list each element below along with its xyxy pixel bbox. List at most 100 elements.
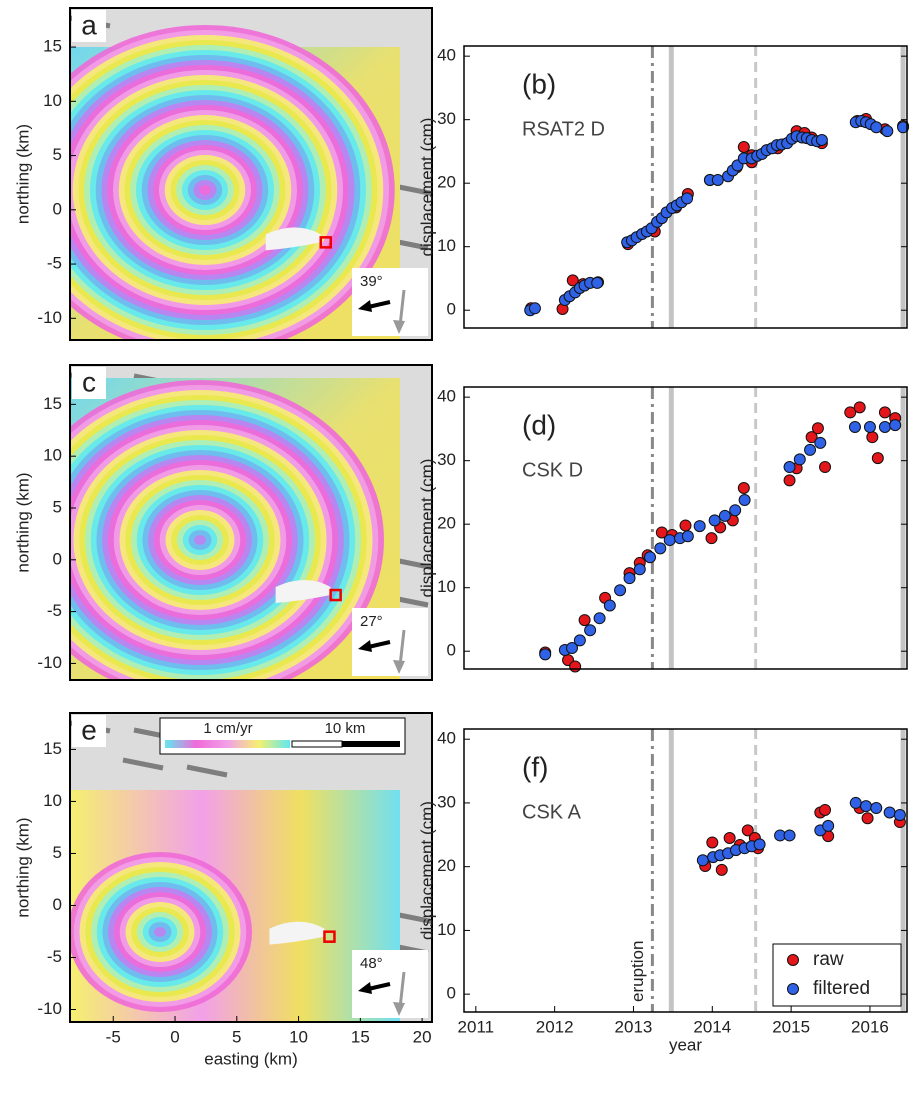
look-arrow-head	[358, 982, 372, 994]
deformation	[70, 790, 400, 1022]
point	[811, 422, 824, 435]
point	[565, 642, 578, 655]
y-tick-label: -10	[37, 653, 62, 672]
ridge	[122, 757, 164, 771]
glacier	[269, 921, 325, 945]
point	[753, 838, 766, 851]
x-tick-label: 20	[413, 1027, 432, 1046]
colorbar	[165, 740, 290, 748]
y-axis-label: northing (km)	[13, 817, 32, 917]
point	[866, 431, 879, 444]
y-tick-label: 20	[437, 173, 456, 192]
x-axis-label: easting (km)	[204, 1049, 298, 1068]
heading-arrow	[398, 971, 406, 1009]
y-axis-label: northing (km)	[13, 472, 32, 572]
point	[614, 584, 627, 597]
point	[805, 431, 818, 444]
glacier	[275, 580, 331, 604]
glacier	[265, 227, 321, 251]
fringe	[199, 185, 211, 195]
point	[693, 520, 706, 533]
panel-label: (d)	[522, 409, 556, 440]
y-tick-label: -5	[47, 601, 62, 620]
point	[578, 614, 591, 627]
point	[860, 800, 873, 813]
point	[729, 504, 742, 517]
frame	[463, 728, 908, 1013]
legend-label: filtered	[813, 978, 870, 999]
panel-label: a	[81, 9, 97, 40]
heading-arrow-head	[393, 320, 405, 334]
y-tick-label: 0	[447, 984, 456, 1003]
colorbar-box	[159, 717, 406, 755]
ridge	[398, 558, 432, 571]
heading-arrow	[398, 289, 406, 327]
y-tick-label: 5	[53, 843, 62, 862]
point	[591, 276, 604, 289]
point	[848, 421, 861, 434]
y-tick-label: -5	[47, 254, 62, 273]
y-tick-label: 40	[437, 46, 456, 65]
look-angle: 39°	[360, 273, 383, 290]
scale-label: 10 km	[325, 720, 366, 737]
y-tick-label: 5	[53, 497, 62, 516]
scale-bar-white	[291, 740, 343, 748]
point	[883, 806, 896, 819]
point	[663, 534, 676, 547]
point	[681, 530, 694, 543]
x-tick-label: 2016	[851, 1017, 889, 1036]
y-tick-label: 10	[43, 91, 62, 110]
point	[705, 532, 718, 545]
point	[593, 612, 606, 625]
chart-title: RSAT2 D	[522, 118, 605, 140]
panel-label: c	[82, 366, 96, 397]
y-tick-label: 30	[437, 792, 456, 811]
event-label: eruption	[628, 941, 647, 1002]
frame	[69, 364, 433, 681]
x-tick-label: -5	[106, 1027, 121, 1046]
y-tick-label: 0	[447, 300, 456, 319]
ridge	[398, 912, 432, 925]
point	[783, 829, 796, 842]
y-tick-label: 10	[43, 446, 62, 465]
panel-label: (f)	[522, 751, 548, 782]
point	[623, 572, 636, 585]
y-tick-label: 0	[447, 641, 456, 660]
plot-area	[464, 46, 907, 328]
point	[878, 406, 891, 419]
point	[723, 831, 736, 844]
point	[870, 121, 883, 134]
fringe	[154, 927, 166, 937]
x-tick-label: 2015	[772, 1017, 810, 1036]
x-tick-label: 2011	[458, 1017, 495, 1036]
point	[741, 824, 754, 837]
frame	[463, 45, 908, 329]
legend-label: raw	[813, 949, 844, 970]
ridge	[186, 764, 228, 778]
point	[793, 453, 806, 466]
y-tick-label: 40	[437, 387, 456, 406]
site-marker	[323, 930, 336, 943]
point	[696, 854, 709, 867]
frame	[463, 386, 908, 670]
panel-label: (b)	[522, 68, 556, 99]
point	[861, 812, 874, 825]
point	[878, 421, 891, 434]
y-tick-label: -5	[47, 947, 62, 966]
point	[711, 174, 724, 187]
ridge	[398, 184, 432, 197]
point	[584, 624, 597, 637]
y-tick-label: 0	[53, 549, 62, 568]
point	[871, 452, 884, 465]
point	[708, 514, 721, 527]
y-tick-label: 15	[43, 394, 62, 413]
point	[819, 803, 832, 816]
y-axis-label: displacement (cm)	[417, 118, 436, 257]
point	[881, 125, 894, 138]
frame	[69, 712, 433, 1023]
y-tick-label: 40	[437, 729, 456, 748]
y-tick-label: 30	[437, 450, 456, 469]
deformation	[70, 378, 400, 680]
chart-title: CSK D	[522, 459, 583, 481]
